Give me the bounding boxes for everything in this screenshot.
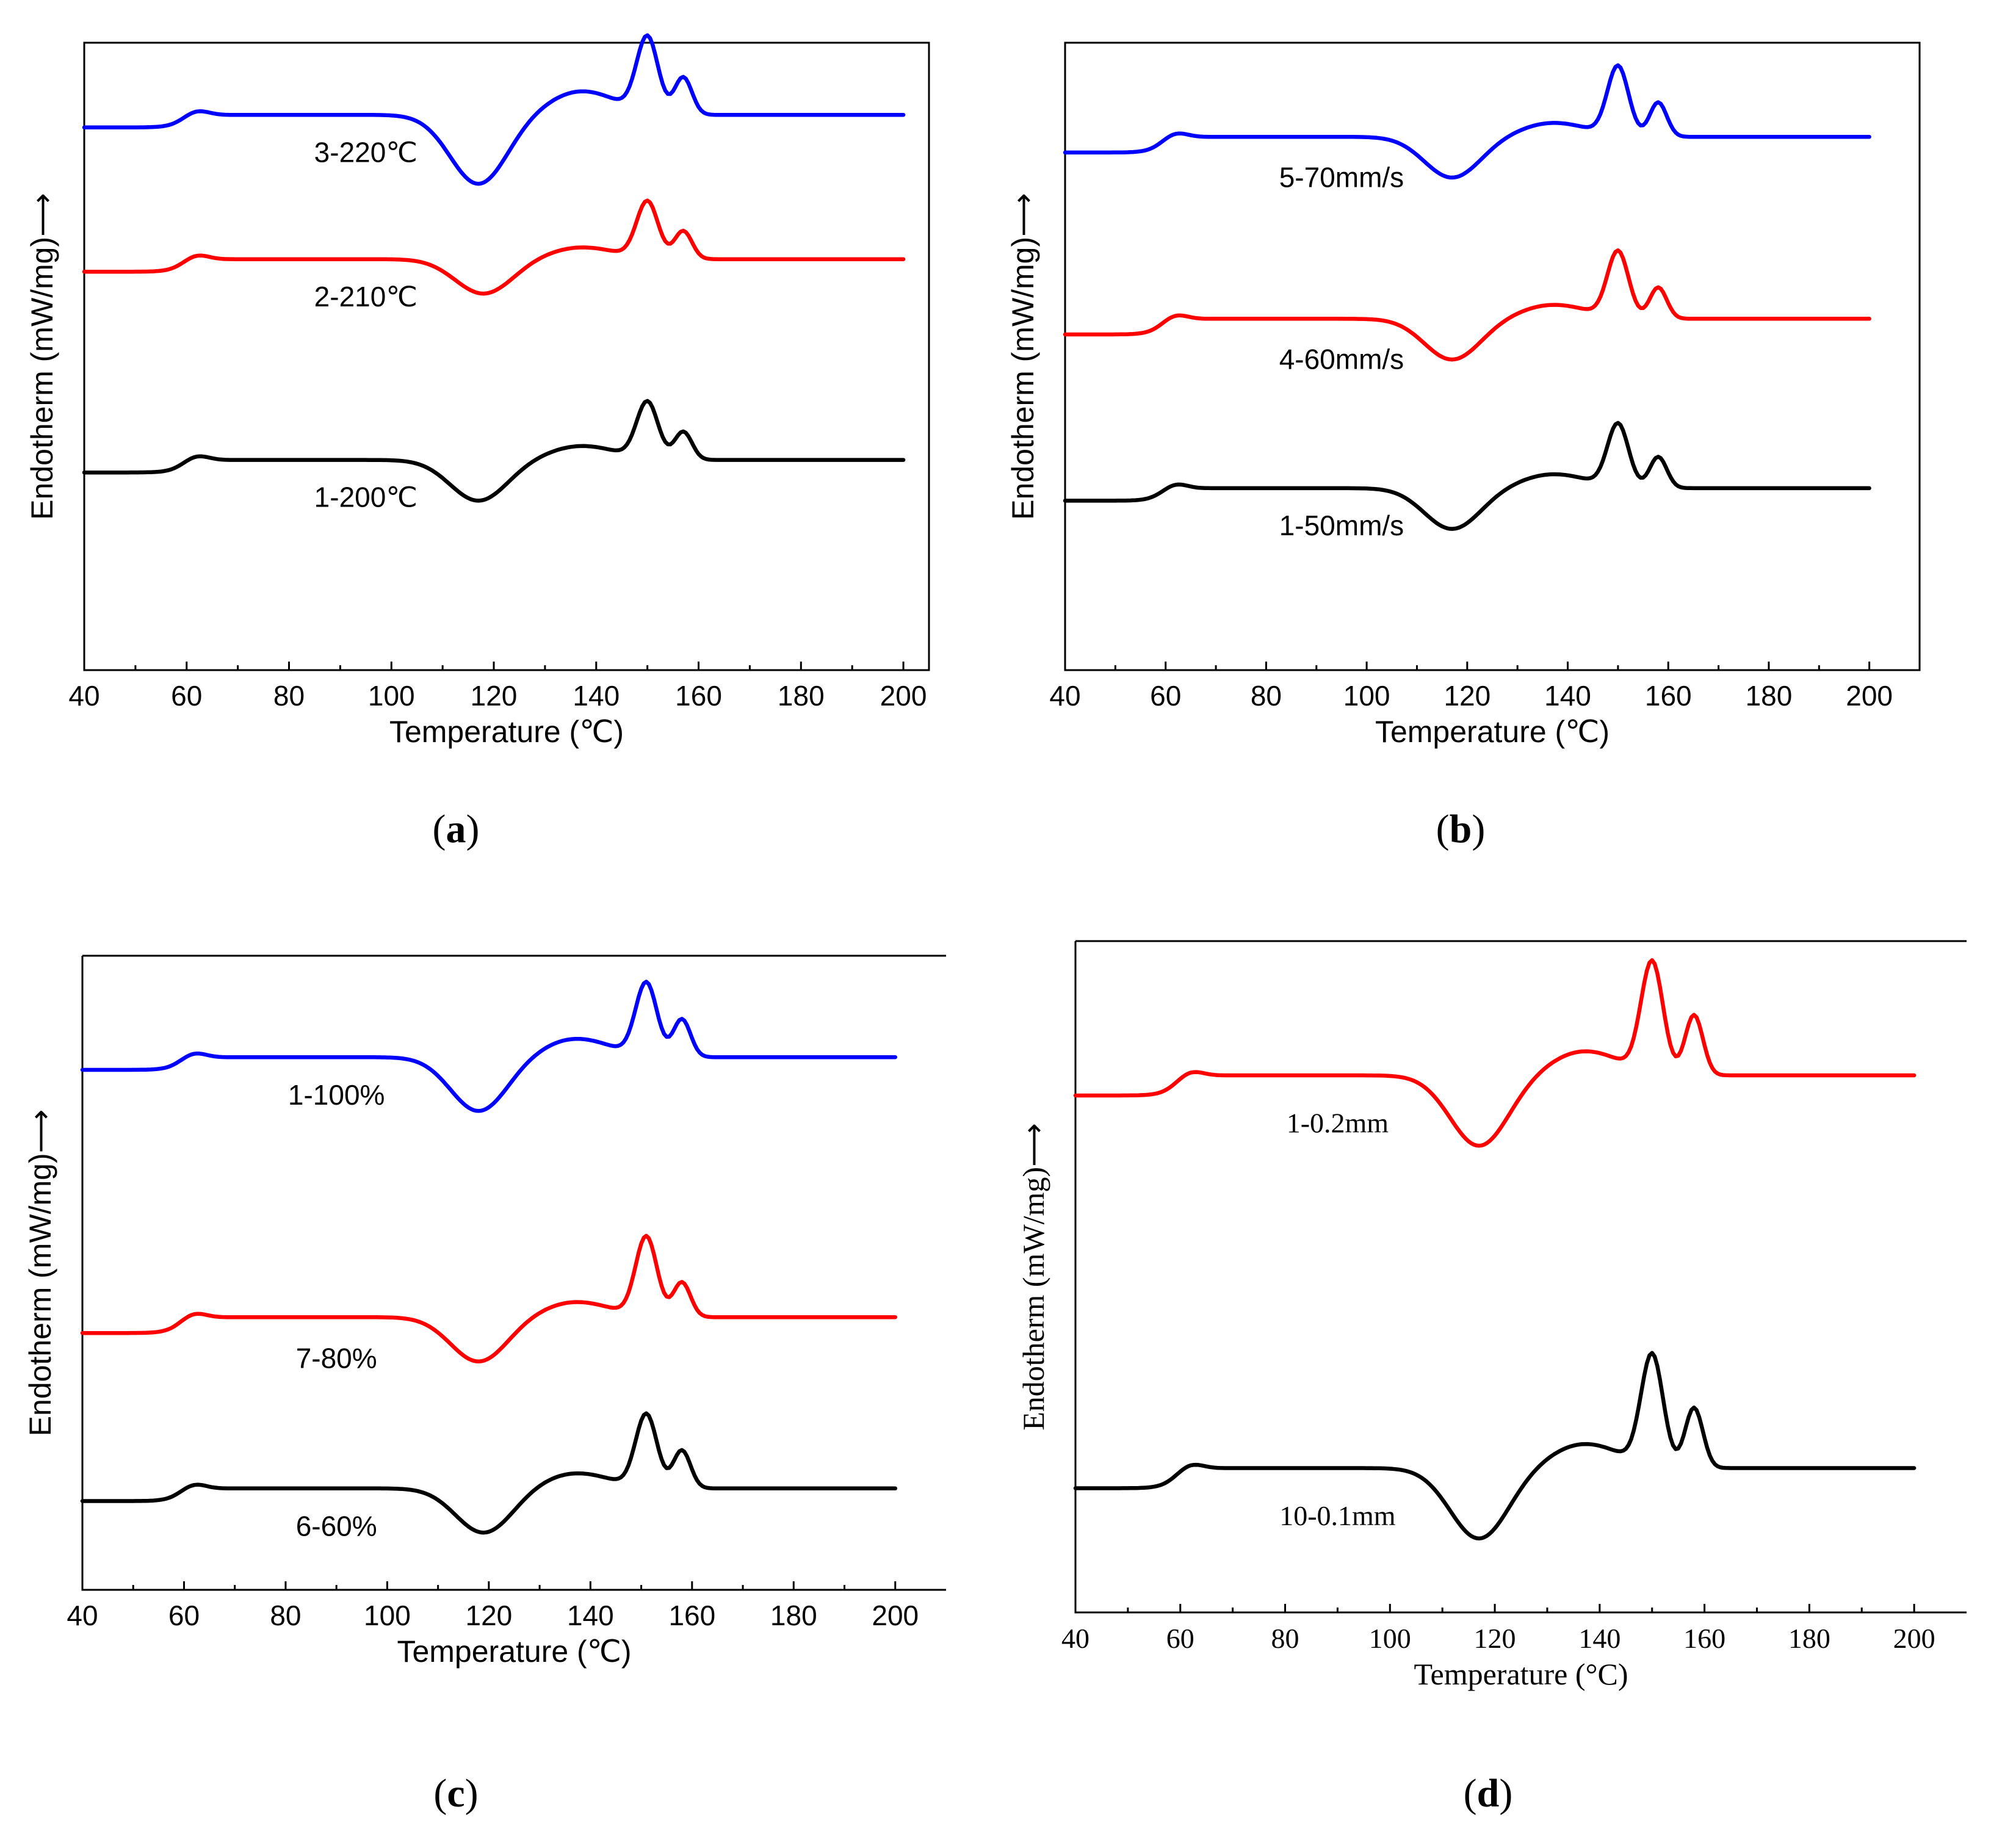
dsc-curve-1-100% [80, 980, 898, 1113]
x-axis-title: Temperature (℃) [389, 715, 624, 749]
x-tick-label: 60 [1150, 680, 1181, 712]
curve-label: 5-70mm/s [1279, 161, 1404, 193]
curve-label: 7-80% [296, 1342, 377, 1374]
y-axis-title: Endotherm (mW/mg)⟶ [1016, 1123, 1050, 1431]
dsc-curve-6-60% [80, 1411, 898, 1535]
y-axis-title: Endotherm (mW/mg)⟶ [25, 193, 59, 520]
dsc-curve-5-70mm/s [1063, 63, 1871, 180]
x-tick-label: 140 [1544, 680, 1591, 712]
x-tick-label: 140 [573, 680, 620, 712]
dsc-curve-1-50mm/s [1063, 420, 1871, 531]
curve-label: 6-60% [296, 1511, 377, 1542]
panel-a: 40 60 80 100 120 140 160 180 200 Temperature (℃) E… [25, 33, 930, 851]
x-axis-title: Temperature (℃) [397, 1634, 631, 1669]
x-tick-label: 180 [1788, 1623, 1830, 1654]
x-tick-label: 140 [567, 1600, 614, 1631]
panel-d: 40 60 80 100 120 140 160 180 200 Temperature (°C)… [1016, 940, 1967, 1816]
curve-label: 3-220℃ [314, 136, 417, 168]
x-tick-label: 120 [471, 680, 518, 712]
curve-label: 1-50mm/s [1279, 510, 1404, 541]
dsc-curve-3-220℃ [82, 33, 906, 186]
x-tick-label: 80 [1271, 1623, 1299, 1654]
x-tick-label: 180 [770, 1600, 817, 1631]
dsc-curve-2-210℃ [82, 198, 906, 296]
x-tick-label: 100 [364, 1600, 411, 1631]
panel-label: (d) [1464, 1771, 1513, 1816]
x-tick-label: 80 [1251, 680, 1282, 712]
x-tick-label: 40 [68, 680, 99, 712]
curve-label: 4-60mm/s [1279, 344, 1404, 375]
x-tick-label: 160 [1645, 680, 1692, 712]
x-tick-label: 120 [1444, 680, 1491, 712]
x-tick-label: 80 [273, 680, 305, 712]
x-tick-label: 100 [1343, 680, 1390, 712]
curve-label: 1-100% [288, 1079, 385, 1111]
dsc-curve-1-0.2mm [1073, 958, 1917, 1148]
x-tick-label: 60 [168, 1600, 200, 1631]
x-tick-label: 180 [778, 680, 825, 712]
x-tick-label: 160 [668, 1600, 715, 1631]
x-tick-label: 200 [1893, 1623, 1935, 1654]
curve-label: 1-0.2mm [1287, 1108, 1389, 1139]
curve-label: 1-200℃ [314, 482, 417, 513]
x-tick-label: 120 [1474, 1623, 1516, 1654]
x-tick-label: 100 [368, 680, 415, 712]
dsc-curve-10-0.1mm [1073, 1351, 1917, 1541]
axis-frame [83, 42, 930, 671]
x-axis-title: Temperature (℃) [1375, 715, 1610, 749]
panel-label: (b) [1436, 807, 1486, 851]
curve-label: 10-0.1mm [1279, 1500, 1396, 1531]
dsc-curve-4-60mm/s [1063, 248, 1871, 362]
x-tick-label: 160 [675, 680, 722, 712]
panel-label: (a) [433, 807, 480, 851]
x-tick-label: 200 [872, 1600, 919, 1631]
y-axis-title: Endotherm (mW/mg)⟶ [1006, 193, 1040, 520]
dsc-curve-7-80% [80, 1233, 898, 1364]
x-tick-label: 40 [67, 1600, 98, 1631]
x-tick-label: 60 [1166, 1623, 1194, 1654]
x-tick-label: 200 [1846, 680, 1893, 712]
x-tick-label: 160 [1683, 1623, 1725, 1654]
axis-frame [81, 956, 946, 1591]
panel-label: (c) [433, 1771, 478, 1816]
axis-frame [1064, 42, 1921, 671]
x-tick-label: 120 [466, 1600, 513, 1631]
x-tick-label: 60 [171, 680, 202, 712]
axis-frame [1074, 941, 1967, 1614]
y-axis-title: Endotherm (mW/mg)⟶ [23, 1110, 57, 1437]
x-tick-label: 80 [270, 1600, 301, 1631]
panel-c: 40 60 80 100 120 140 160 180 200 Temperature (℃) E… [23, 955, 946, 1816]
x-tick-label: 40 [1061, 1623, 1089, 1654]
panel-b: 40 60 80 100 120 140 160 180 200 Temperature (℃) E… [1006, 42, 1921, 851]
curve-label: 2-210℃ [314, 281, 417, 312]
dsc-curve-1-200℃ [82, 399, 906, 503]
x-tick-label: 100 [1369, 1623, 1411, 1654]
x-tick-label: 200 [880, 680, 927, 712]
x-tick-label: 180 [1746, 680, 1793, 712]
x-axis-title: Temperature (°C) [1414, 1657, 1628, 1691]
x-tick-label: 140 [1578, 1623, 1621, 1654]
x-tick-label: 40 [1049, 680, 1080, 712]
